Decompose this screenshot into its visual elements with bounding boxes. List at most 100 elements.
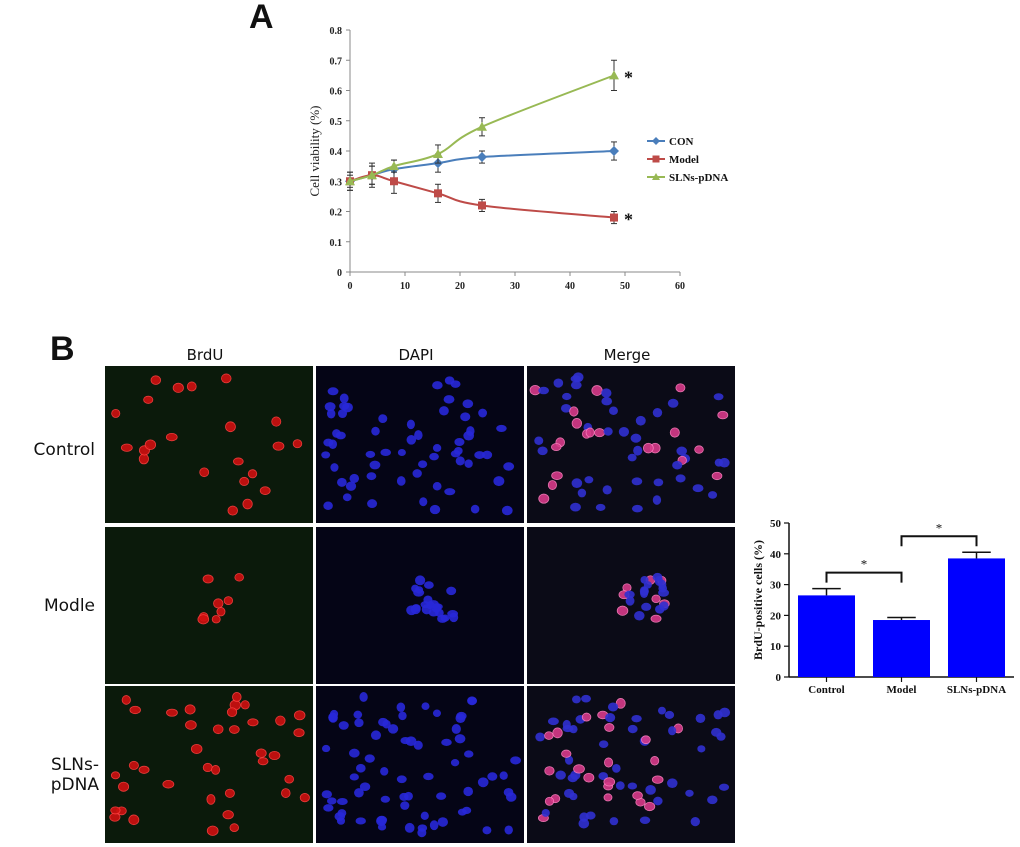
cell-nucleus [275,715,286,726]
cell-nucleus [717,410,729,420]
data-point [609,70,619,80]
series-con [345,141,619,188]
cell-nucleus [138,765,150,774]
data-point [345,176,355,186]
cell-nucleus [591,385,603,396]
cell-nucleus [571,478,583,489]
cell-nucleus [281,788,291,798]
cell-nucleus [553,378,564,388]
cell-nucleus [482,826,492,835]
cell-nucleus [503,787,514,797]
cell-nucleus [499,771,508,780]
cell-nucleus [622,583,632,593]
cell-nucleus [474,451,485,459]
cell-nucleus [446,586,457,596]
micrograph-background [316,527,524,684]
cell-nucleus [328,712,338,723]
cell-nucleus [463,786,474,797]
cell-nucleus [650,756,660,766]
cell-nucleus [432,482,442,491]
cell-nucleus [121,695,131,705]
cell-nucleus [659,599,670,609]
cell-nucleus [120,443,133,452]
cell-nucleus [655,604,665,614]
cell-nucleus [639,586,649,596]
data-point [478,201,486,210]
x-tick-label: Model [887,684,917,696]
cell-nucleus [460,412,471,422]
cell-nucleus [224,788,235,798]
data-point [390,177,398,186]
cell-nucleus [609,817,619,826]
cell-nucleus [376,816,387,826]
cell-nucleus [714,458,724,467]
x-tick-label: 10 [400,281,410,292]
y-tick-label: 0.7 [330,56,343,67]
cell-nucleus [109,812,121,822]
cell-nucleus [337,409,348,418]
cell-nucleus [652,407,663,418]
cell-nucleus [603,777,616,787]
x-tick-label: 40 [565,281,575,292]
cell-nucleus [355,763,366,773]
cell-nucleus [366,472,377,481]
cell-nucleus [299,793,310,803]
cell-nucleus [585,811,596,820]
cell-nucleus [707,795,718,805]
cell-nucleus [631,714,642,723]
cell-nucleus [664,710,675,719]
cell-nucleus [603,782,614,791]
data-point [389,161,399,171]
cell-nucleus [462,806,472,815]
cell-nucleus [413,588,425,597]
cell-nucleus [627,724,638,734]
cell-nucleus [561,749,572,758]
cell-nucleus [335,431,346,440]
cell-nucleus [412,469,422,478]
cell-nucleus [697,745,706,753]
cell-nucleus [657,576,667,586]
cell-nucleus [247,718,259,727]
cell-nucleus [143,395,154,404]
x-tick-label: 20 [455,281,465,292]
cell-nucleus [441,738,452,746]
cell-nucleus [380,766,389,776]
cell-nucleus [572,695,581,704]
cell-nucleus [400,736,411,745]
cell-nucleus [202,762,213,773]
y-tick-label: 50 [770,518,782,530]
cell-nucleus [627,453,637,462]
micrograph-background [527,527,735,684]
cell-nucleus [641,735,651,745]
cell-nucleus [222,810,234,820]
cell-nucleus [211,765,221,775]
cell-nucleus [719,707,731,718]
cell-nucleus [212,724,224,735]
cell-nucleus [644,801,656,812]
cell-nucleus [667,398,679,408]
cell-nucleus [432,603,443,611]
cell-nucleus [172,382,184,393]
significance-asterisk: * [624,67,633,87]
cell-nucleus [450,450,461,458]
cell-nucleus [321,744,331,753]
cell-nucleus [555,437,565,448]
y-tick-label: 0.3 [330,177,343,188]
cell-nucleus [692,484,704,493]
cell-nucleus [293,728,305,738]
cell-nucleus [640,586,649,596]
cell-nucleus [550,794,561,804]
column-label-merge: Merge [603,346,651,364]
cell-nucleus [551,471,563,480]
cell-nucleus [713,710,723,720]
cell-nucleus [345,481,357,491]
cell-nucleus [447,609,459,618]
cell-nucleus [328,712,338,723]
cell-nucleus [339,402,350,410]
cell-nucleus [324,402,336,412]
cell-nucleus [377,823,387,831]
cell-nucleus [643,442,654,454]
micrograph-panel [105,366,313,523]
data-point [477,152,487,163]
micrograph-background [105,686,313,843]
